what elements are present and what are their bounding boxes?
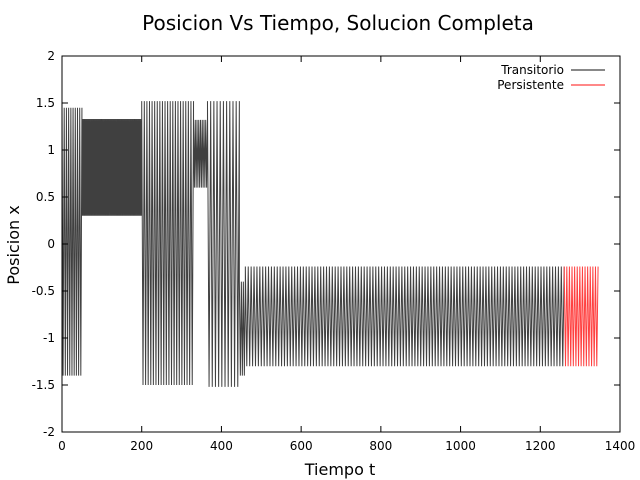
y-tick-label: -1.5	[32, 378, 55, 392]
series-line-persistente	[563, 266, 599, 367]
x-tick-label: 200	[130, 439, 153, 453]
x-tick-label: 0	[58, 439, 66, 453]
x-tick-label: 1000	[445, 439, 476, 453]
x-tick-label: 1200	[525, 439, 556, 453]
axes: 0 200 400 600 800 1000 1200 1400 2 1.5 1 0.5 0 -0.5 -1…	[32, 49, 636, 453]
chart-title: Posicion Vs Tiempo, Solucion Completa	[142, 11, 534, 35]
series-line-transitorio	[61, 101, 565, 387]
y-tick-label: 0	[47, 237, 55, 251]
y-tick-label: 2	[47, 49, 55, 63]
x-tick-label: 800	[369, 439, 392, 453]
y-tick-label: -2	[43, 425, 55, 439]
x-tick-label: 400	[210, 439, 233, 453]
legend-label-persistente: Persistente	[497, 78, 564, 92]
x-tick-label: 1400	[605, 439, 636, 453]
y-axis-label: Posicion x	[4, 205, 23, 284]
y-tick-label: 1.5	[36, 96, 55, 110]
y-tick-label: -0.5	[32, 284, 55, 298]
x-axis-label: Tiempo t	[304, 460, 375, 479]
x-tick-label: 600	[290, 439, 313, 453]
y-tick-label: -1	[43, 331, 55, 345]
plot-area	[61, 101, 599, 387]
y-tick-label: 1	[47, 143, 55, 157]
y-tick-label: 0.5	[36, 190, 55, 204]
legend-label-transitorio: Transitorio	[500, 63, 564, 77]
